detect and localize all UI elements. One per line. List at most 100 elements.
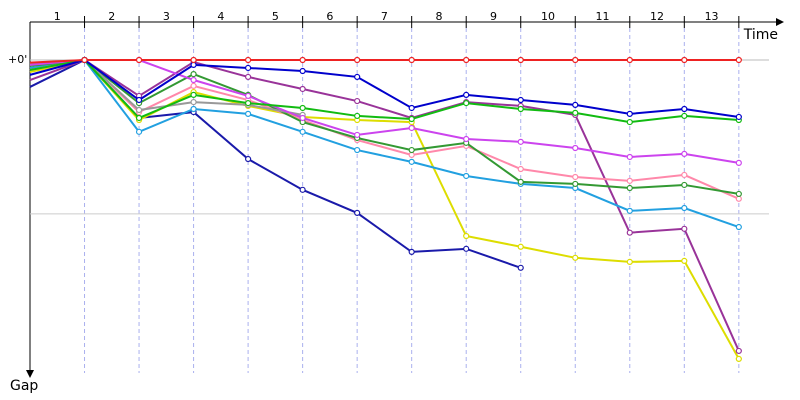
point: [463, 172, 470, 180]
point: [463, 245, 470, 252]
point: [735, 355, 742, 362]
point: [626, 153, 633, 161]
point: [735, 195, 742, 202]
point: [681, 112, 688, 120]
point: [135, 96, 143, 104]
series-line: [29, 58, 740, 360]
point: [626, 177, 633, 184]
point: [354, 146, 361, 154]
x-axis-arrow: [776, 18, 784, 26]
point: [354, 73, 361, 81]
point: [299, 67, 306, 75]
point: [517, 264, 524, 271]
point: [681, 225, 688, 232]
x-tick-label: 13: [705, 10, 719, 23]
x-tick-label: 1: [54, 10, 61, 23]
point: [463, 91, 470, 98]
y-axis-title: Gap: [10, 378, 38, 394]
point: [135, 56, 143, 64]
x-tick-label: 6: [326, 10, 333, 23]
point: [626, 56, 633, 64]
point: [299, 104, 306, 112]
series-line: [29, 58, 739, 118]
point: [354, 112, 361, 120]
point: [626, 229, 633, 236]
y-tick-label: +0': [8, 53, 27, 66]
point: [463, 56, 470, 64]
point: [681, 204, 688, 212]
point: [572, 173, 579, 181]
x-tick-label: 10: [541, 10, 555, 23]
point: [463, 232, 470, 240]
point: [517, 243, 524, 250]
point: [190, 98, 197, 106]
point: [354, 209, 361, 217]
point: [572, 180, 579, 188]
point: [245, 100, 252, 107]
series-line: [29, 58, 739, 124]
series-line: [29, 59, 739, 64]
point: [517, 96, 524, 104]
point: [572, 56, 579, 64]
point: [572, 254, 579, 261]
point: [408, 151, 415, 159]
x-tick-label: 2: [108, 10, 115, 23]
x-tick-label: 4: [217, 10, 224, 23]
point: [190, 56, 197, 64]
x-tick-label: 11: [596, 10, 610, 23]
point: [681, 56, 688, 64]
point: [572, 144, 579, 152]
point: [245, 110, 252, 117]
point: [408, 104, 415, 112]
x-axis-title: Time: [743, 27, 778, 43]
point: [245, 92, 252, 100]
point: [245, 73, 252, 81]
point: [681, 181, 688, 189]
point: [299, 186, 306, 193]
point: [245, 56, 252, 64]
point: [517, 56, 524, 64]
point: [408, 115, 415, 123]
point: [572, 109, 579, 116]
point: [735, 159, 742, 166]
series-line: [29, 58, 522, 269]
point: [408, 248, 415, 256]
x-tick-label: 9: [490, 10, 497, 23]
point: [81, 56, 88, 64]
point: [354, 131, 361, 139]
point: [681, 150, 688, 157]
x-tick-label: 3: [163, 10, 170, 23]
point: [190, 91, 197, 98]
point: [408, 158, 415, 165]
point: [463, 135, 470, 143]
point: [354, 56, 361, 64]
point: [299, 56, 306, 64]
series-line: [29, 59, 739, 164]
point: [626, 118, 633, 126]
point: [735, 223, 742, 231]
series-line: [29, 58, 740, 352]
point: [681, 171, 688, 179]
point: [299, 128, 306, 135]
point: [190, 105, 197, 113]
point: [517, 138, 524, 145]
point: [517, 165, 524, 173]
point: [735, 347, 742, 355]
series-line: [29, 58, 740, 228]
point: [190, 76, 197, 84]
point: [626, 207, 633, 214]
point: [735, 113, 742, 121]
point: [135, 114, 143, 122]
point: [735, 56, 742, 64]
point: [408, 124, 415, 132]
point: [517, 178, 524, 185]
point: [190, 71, 197, 78]
x-tick-label: 7: [381, 10, 388, 23]
x-tick-label: 8: [435, 10, 442, 23]
point: [463, 100, 470, 107]
x-tick-label: 5: [272, 10, 279, 23]
point: [681, 257, 688, 264]
point: [626, 184, 633, 192]
